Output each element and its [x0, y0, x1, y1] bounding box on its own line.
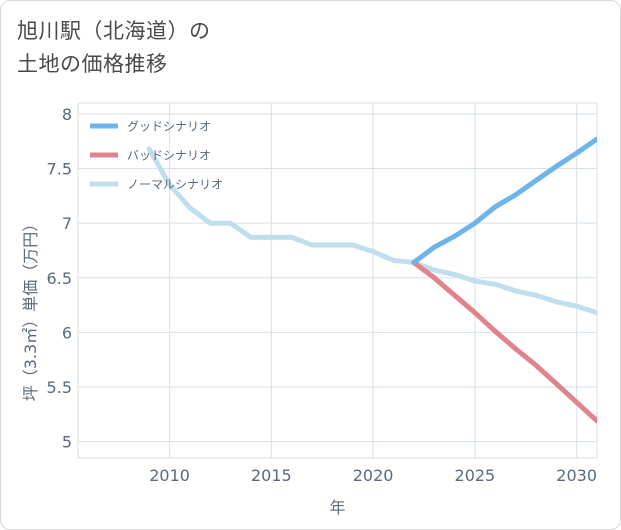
y-tick-label: 7.5 — [47, 160, 72, 179]
x-tick-label: 2025 — [455, 466, 496, 485]
y-tick-label: 5.5 — [47, 378, 72, 397]
y-tick-label: 5 — [62, 433, 72, 452]
y-axis-ticks: 5 5.5 6 6.5 7 7.5 8 — [47, 105, 72, 452]
x-tick-label: 2010 — [149, 466, 190, 485]
y-tick-label: 8 — [62, 105, 72, 124]
x-tick-label: 2015 — [251, 466, 292, 485]
title-line-1: 旭川駅（北海道）の — [17, 19, 211, 43]
grid — [78, 103, 597, 458]
y-tick-label: 6.5 — [47, 269, 72, 288]
legend-label-good: グッドシナリオ — [127, 120, 211, 134]
y-tick-label: 7 — [62, 214, 72, 233]
series-lines — [146, 136, 597, 424]
y-tick-label: 6 — [62, 323, 72, 342]
legend-label-bad: バッドシナリオ — [127, 149, 211, 163]
series-line-good — [411, 136, 597, 265]
x-axis-label: 年 — [329, 498, 345, 517]
page-title: 旭川駅（北海道）の 土地の価格推移 — [17, 15, 211, 81]
plot-frame — [77, 102, 598, 459]
title-line-2: 土地の価格推移 — [17, 52, 168, 76]
legend-label-normal: ノーマルシナリオ — [127, 178, 223, 192]
x-tick-label: 2030 — [556, 466, 597, 485]
series-line-bad — [411, 260, 597, 424]
x-axis-ticks: 2010 2015 2020 2025 2030 — [149, 466, 597, 485]
series-line-normal — [146, 146, 597, 316]
y-axis-label: 坪（3.3㎡）単価（万円） — [21, 216, 40, 401]
x-tick-label: 2020 — [353, 466, 394, 485]
